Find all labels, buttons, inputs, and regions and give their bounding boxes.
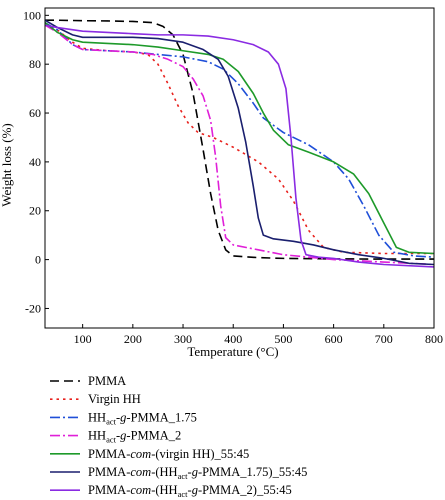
legend-item-1: Virgin HH [50,392,141,406]
legend-label: PMMA-com-(HHact-g-PMMA_1.75)_55:45 [88,465,307,481]
legend-item-3: HHact-g-PMMA_2 [50,429,181,445]
legend-label: PMMA-com-(HHact-g-PMMA_2)_55:45 [88,483,292,499]
x-tick-label: 300 [174,332,192,346]
legend-item-4: PMMA-com-(virgin HH)_55:45 [50,447,249,461]
legend-label: Virgin HH [88,392,141,406]
series-line-5 [45,19,434,266]
y-tick-label: 40 [29,155,41,169]
legend-item-0: PMMA [50,374,126,388]
legend-label: HHact-g-PMMA_2 [88,429,181,445]
series-line-2 [45,21,434,258]
series-line-3 [45,24,434,266]
legend-label: PMMA-com-(virgin HH)_55:45 [88,447,249,461]
x-tick-label: 100 [74,332,92,346]
legend-item-2: HHact-g-PMMA_1.75 [50,410,197,426]
series-line-4 [45,22,434,255]
legend-label: HHact-g-PMMA_1.75 [88,410,197,426]
x-tick-label: 200 [124,332,142,346]
x-tick-label: 800 [425,332,443,346]
x-tick-label: 400 [224,332,242,346]
y-tick-label: -20 [25,301,41,315]
legend-item-6: PMMA-com-(HHact-g-PMMA_2)_55:45 [50,483,292,499]
y-tick-label: 20 [29,204,41,218]
y-tick-label: 100 [23,8,41,22]
axes: 100 200 300 400 500 600 700 800 -20 0 20 40 60 80 100 [23,7,443,346]
x-tick-label: 700 [375,332,393,346]
x-axis-title: Temperature (°C) [187,344,278,359]
plot-area [45,19,434,268]
series-line-0 [45,19,434,260]
series-line-1 [45,24,434,255]
legend-item-5: PMMA-com-(HHact-g-PMMA_1.75)_55:45 [50,465,307,481]
legend-label: PMMA [88,374,126,388]
y-tick-label: 60 [29,106,41,120]
x-tick-label: 600 [325,332,343,346]
series-line-6 [45,24,434,268]
x-tick-label: 500 [274,332,292,346]
y-tick-label: 0 [35,253,41,267]
y-tick-label: 80 [29,57,41,71]
y-axis-title: Weight loss (%) [0,123,14,206]
plot-frame [44,7,435,329]
legend: PMMA Virgin HH HHact-g-PMMA_1.75 HHact-g-PM… [50,374,307,499]
